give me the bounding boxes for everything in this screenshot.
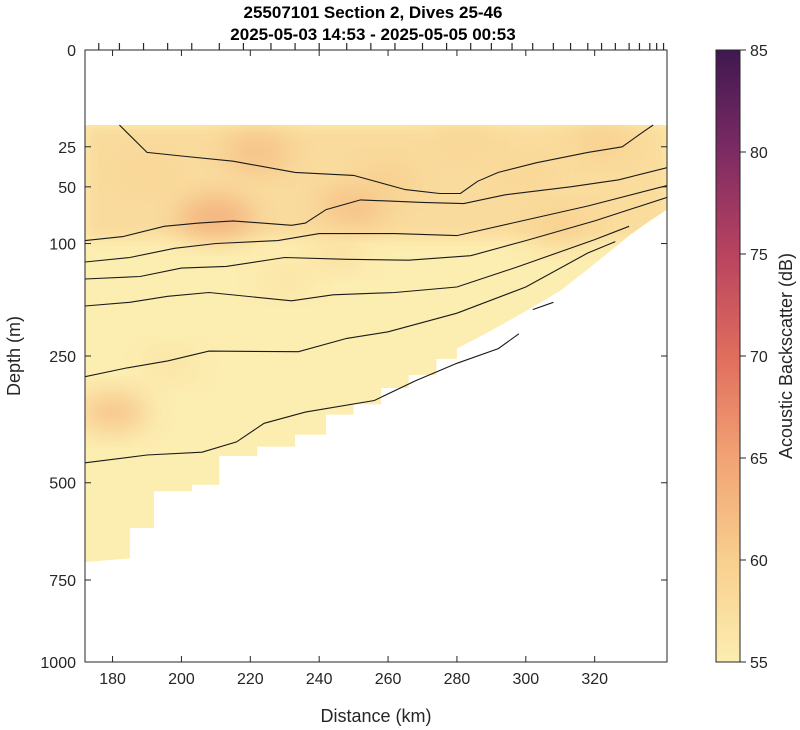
x-tick-label-220: 220 — [237, 671, 264, 688]
hotspot-12 — [117, 157, 177, 188]
colorbar-tick-label-80: 80 — [750, 145, 768, 162]
colorbar-tick-label-85: 85 — [750, 43, 768, 60]
hotspot-11 — [145, 351, 197, 379]
y-tick-label-500: 500 — [49, 476, 76, 493]
colorbar-tick-label-65: 65 — [750, 451, 768, 468]
y-tick-label-1000: 1000 — [40, 655, 76, 672]
colorbar-ticks: 55 60 65 70 75 80 85 — [740, 43, 768, 672]
colorbar-gradient — [715, 49, 741, 663]
contour-lines — [85, 124, 667, 464]
dive-markers — [98, 43, 665, 50]
x-axis: 180 200 220 240 260 280 300 320 — [99, 50, 608, 688]
hotspot-1 — [177, 198, 255, 237]
backscatter-hotspots — [85, 124, 667, 430]
contour-line-1 — [119, 124, 654, 195]
x-tick-label-320: 320 — [581, 671, 608, 688]
contour-line-6 — [85, 241, 616, 378]
x-tick-label-280: 280 — [444, 671, 471, 688]
hotspot-2 — [222, 134, 292, 170]
x-tick-label-240: 240 — [306, 671, 333, 688]
colorbar-tick-label-70: 70 — [750, 349, 768, 366]
colorbar: 55 60 65 70 75 80 85 Acoustic Backscatter (dB) — [715, 43, 796, 672]
x-tick-label-300: 300 — [512, 671, 539, 688]
hotspot-7 — [570, 124, 633, 157]
hotspot-13 — [259, 265, 311, 293]
colorbar-tick-label-55: 55 — [750, 655, 768, 672]
y-tick-label-50: 50 — [58, 180, 76, 197]
y-tick-label-250: 250 — [49, 349, 76, 366]
contour-line-3 — [85, 184, 667, 263]
y-tick-label-750: 750 — [49, 573, 76, 590]
y-axis: 0 25 50 100 250 500 750 1000 — [40, 43, 667, 672]
plot-area: 180 200 220 240 260 280 300 320 0 25 50 100 250 500 7… — [40, 43, 668, 688]
colorbar-tick-label-60: 60 — [750, 553, 768, 570]
x-tick-label-180: 180 — [99, 671, 126, 688]
contour-line-5 — [85, 225, 630, 307]
contour-line-8 — [532, 301, 554, 311]
hotspot-9 — [309, 238, 364, 268]
hotspot-4 — [357, 163, 420, 196]
y-axis-label: Depth (m) — [4, 316, 24, 396]
y-tick-label-100: 100 — [49, 237, 76, 254]
chart-title-line1: 25507101 Section 2, Dives 25-46 — [244, 3, 503, 22]
hotspot-6 — [529, 212, 592, 245]
x-tick-label-260: 260 — [375, 671, 402, 688]
x-tick-label-200: 200 — [168, 671, 195, 688]
x-axis-label: Distance (km) — [320, 706, 431, 726]
contour-line-4 — [85, 196, 667, 280]
y-tick-label-25: 25 — [58, 140, 76, 157]
chart-title-line2: 2025-05-03 14:53 - 2025-05-05 00:53 — [230, 25, 515, 44]
hotspot-10 — [85, 394, 148, 430]
hotspot-5 — [434, 125, 493, 156]
contour-line-2 — [85, 167, 667, 242]
hotspot-3 — [319, 188, 389, 224]
contour-line-7 — [85, 333, 520, 464]
colorbar-label: Acoustic Backscatter (dB) — [776, 253, 796, 459]
y-tick-label-0: 0 — [67, 43, 76, 60]
colorbar-tick-label-75: 75 — [750, 247, 768, 264]
hotspot-8 — [496, 157, 555, 188]
